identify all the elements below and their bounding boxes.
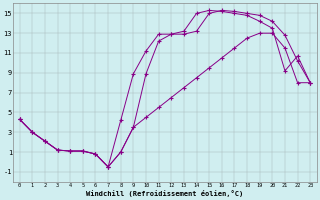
X-axis label: Windchill (Refroidissement éolien,°C): Windchill (Refroidissement éolien,°C): [86, 190, 244, 197]
